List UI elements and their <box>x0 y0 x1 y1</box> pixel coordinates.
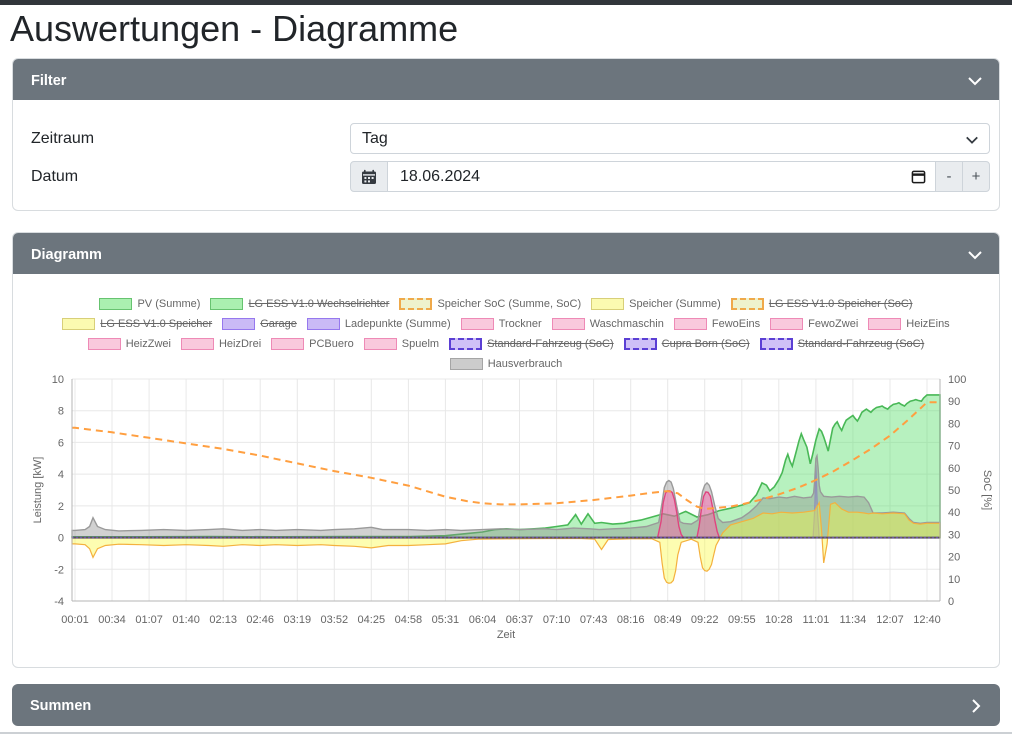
svg-text:60: 60 <box>948 463 960 475</box>
svg-text:20: 20 <box>948 552 960 564</box>
svg-text:2: 2 <box>58 501 64 513</box>
svg-text:02:13: 02:13 <box>209 614 237 626</box>
svg-text:01:07: 01:07 <box>135 614 163 626</box>
svg-text:100: 100 <box>948 374 966 386</box>
svg-text:Leistung [kW]: Leistung [kW] <box>32 457 44 524</box>
svg-text:04:25: 04:25 <box>358 614 386 626</box>
svg-text:09:55: 09:55 <box>728 614 756 626</box>
svg-text:8: 8 <box>58 406 64 418</box>
svg-text:0: 0 <box>58 533 64 545</box>
svg-text:00:01: 00:01 <box>61 614 89 626</box>
svg-text:06:37: 06:37 <box>506 614 534 626</box>
svg-text:-4: -4 <box>54 596 64 608</box>
svg-text:00:34: 00:34 <box>98 614 126 626</box>
svg-text:0: 0 <box>948 596 954 608</box>
svg-text:07:10: 07:10 <box>543 614 571 626</box>
svg-text:4: 4 <box>58 469 64 481</box>
svg-text:05:31: 05:31 <box>432 614 460 626</box>
svg-text:01:40: 01:40 <box>172 614 200 626</box>
svg-text:10: 10 <box>948 574 960 586</box>
svg-text:04:58: 04:58 <box>395 614 423 626</box>
svg-text:08:16: 08:16 <box>617 614 645 626</box>
svg-text:-2: -2 <box>54 564 64 576</box>
svg-text:08:49: 08:49 <box>654 614 682 626</box>
svg-text:90: 90 <box>948 396 960 408</box>
svg-text:SoC [%]: SoC [%] <box>981 470 993 510</box>
svg-text:11:01: 11:01 <box>803 614 830 626</box>
svg-text:6: 6 <box>58 437 64 449</box>
svg-text:03:19: 03:19 <box>284 614 312 626</box>
svg-text:07:43: 07:43 <box>580 614 608 626</box>
svg-text:11:34: 11:34 <box>840 614 867 626</box>
svg-text:09:22: 09:22 <box>691 614 719 626</box>
svg-text:30: 30 <box>948 529 960 541</box>
svg-text:50: 50 <box>948 485 960 497</box>
svg-text:12:40: 12:40 <box>913 614 941 626</box>
svg-text:03:52: 03:52 <box>321 614 349 626</box>
svg-text:12:07: 12:07 <box>876 614 904 626</box>
svg-text:Zeit: Zeit <box>497 629 515 641</box>
svg-text:80: 80 <box>948 418 960 430</box>
svg-text:10:28: 10:28 <box>765 614 793 626</box>
svg-text:06:04: 06:04 <box>469 614 497 626</box>
svg-text:02:46: 02:46 <box>246 614 274 626</box>
svg-text:40: 40 <box>948 507 960 519</box>
svg-text:70: 70 <box>948 441 960 453</box>
svg-text:10: 10 <box>52 374 64 386</box>
